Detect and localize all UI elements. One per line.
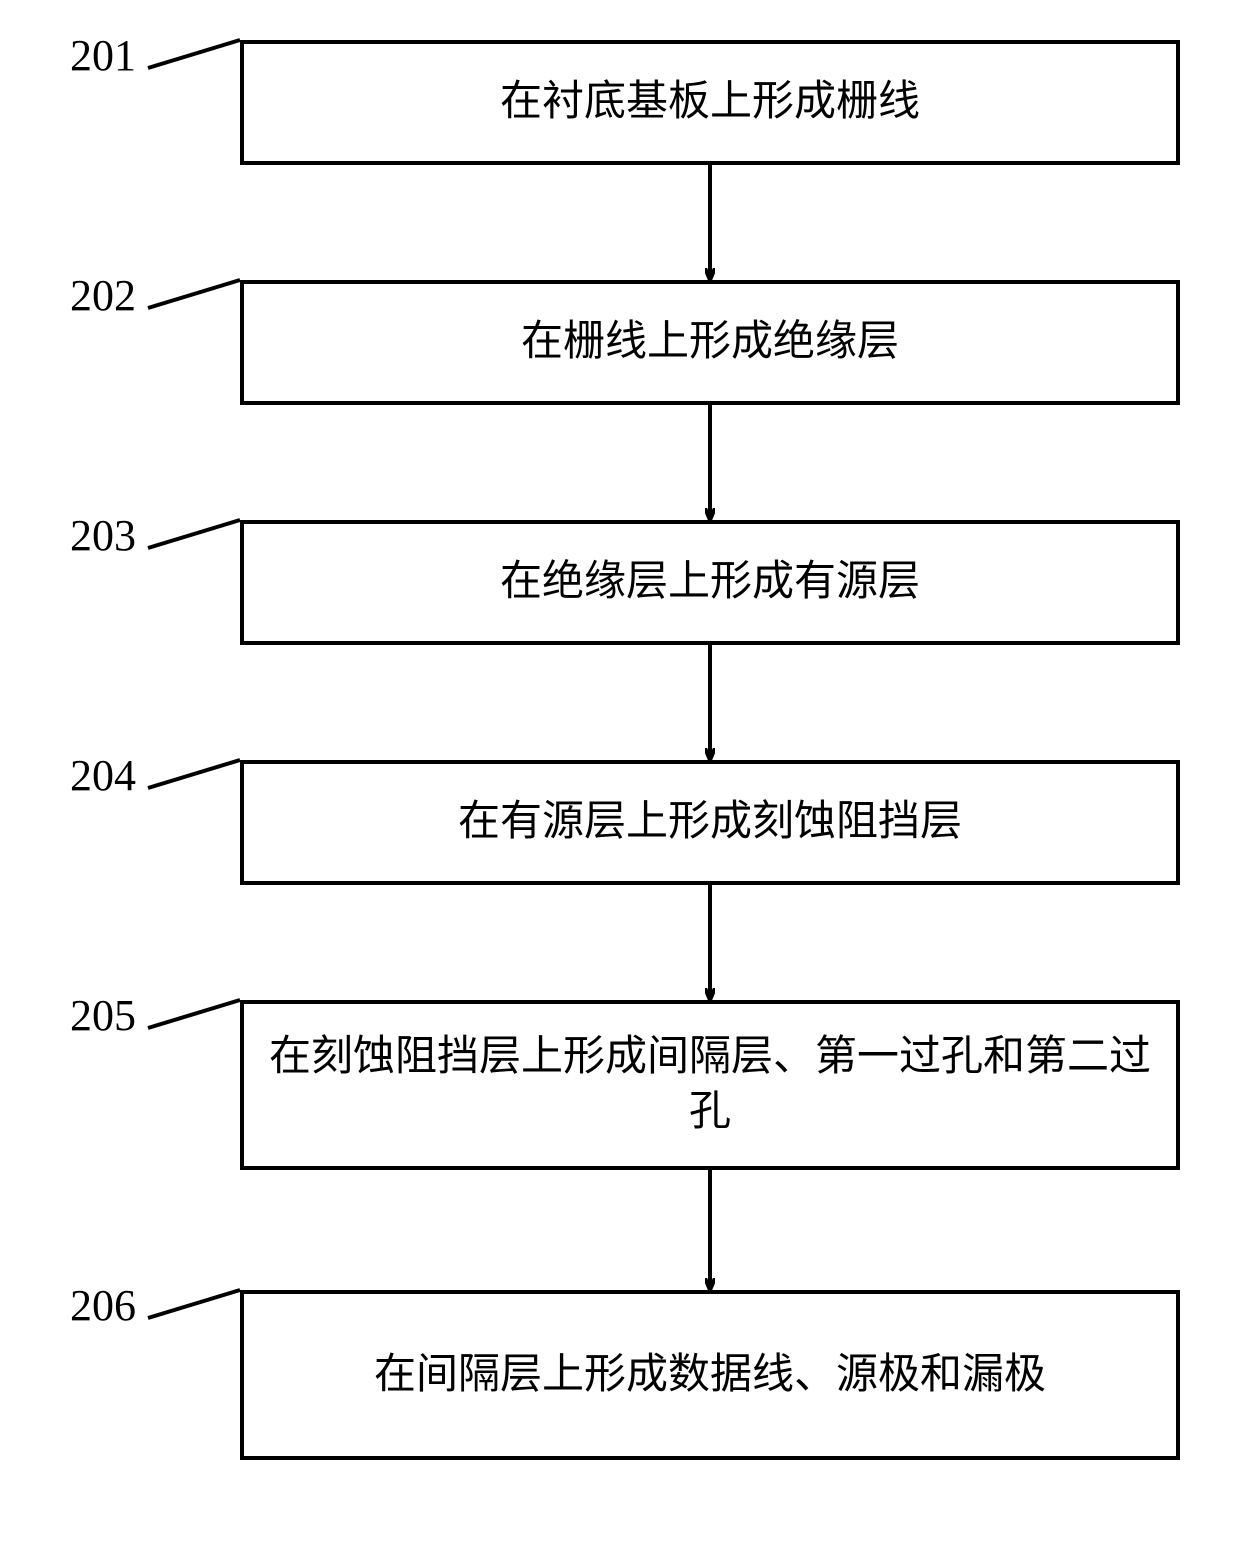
label-pointer	[148, 1290, 240, 1318]
label-pointer	[148, 40, 240, 68]
label-pointer	[148, 520, 240, 548]
flowchart-canvas: 在衬底基板上形成栅线 201 在栅线上形成绝缘层 202 在绝缘层上形成有源层 203 在有…	[0, 0, 1240, 1566]
label-pointer	[148, 760, 240, 788]
flow-node-204: 在有源层上形成刻蚀阻挡层	[240, 760, 1180, 885]
flow-label-205: 205	[70, 990, 136, 1041]
flow-node-text: 在栅线上形成绝缘层	[521, 315, 899, 370]
label-pointer	[148, 1000, 240, 1028]
flow-node-text: 在有源层上形成刻蚀阻挡层	[458, 795, 962, 850]
flow-label-206: 206	[70, 1280, 136, 1331]
flow-node-text: 在刻蚀阻挡层上形成间隔层、第一过孔和第二过 孔	[269, 1030, 1151, 1139]
flow-node-text: 在绝缘层上形成有源层	[500, 555, 920, 610]
label-pointer	[148, 280, 240, 308]
flow-node-201: 在衬底基板上形成栅线	[240, 40, 1180, 165]
flow-node-205: 在刻蚀阻挡层上形成间隔层、第一过孔和第二过 孔	[240, 1000, 1180, 1170]
flow-label-204: 204	[70, 750, 136, 801]
flow-label-202: 202	[70, 270, 136, 321]
flow-label-203: 203	[70, 510, 136, 561]
flow-node-text: 在间隔层上形成数据线、源极和漏极	[374, 1348, 1046, 1403]
flow-node-text: 在衬底基板上形成栅线	[500, 75, 920, 130]
flow-node-202: 在栅线上形成绝缘层	[240, 280, 1180, 405]
flow-node-206: 在间隔层上形成数据线、源极和漏极	[240, 1290, 1180, 1460]
flow-node-203: 在绝缘层上形成有源层	[240, 520, 1180, 645]
flow-label-201: 201	[70, 30, 136, 81]
